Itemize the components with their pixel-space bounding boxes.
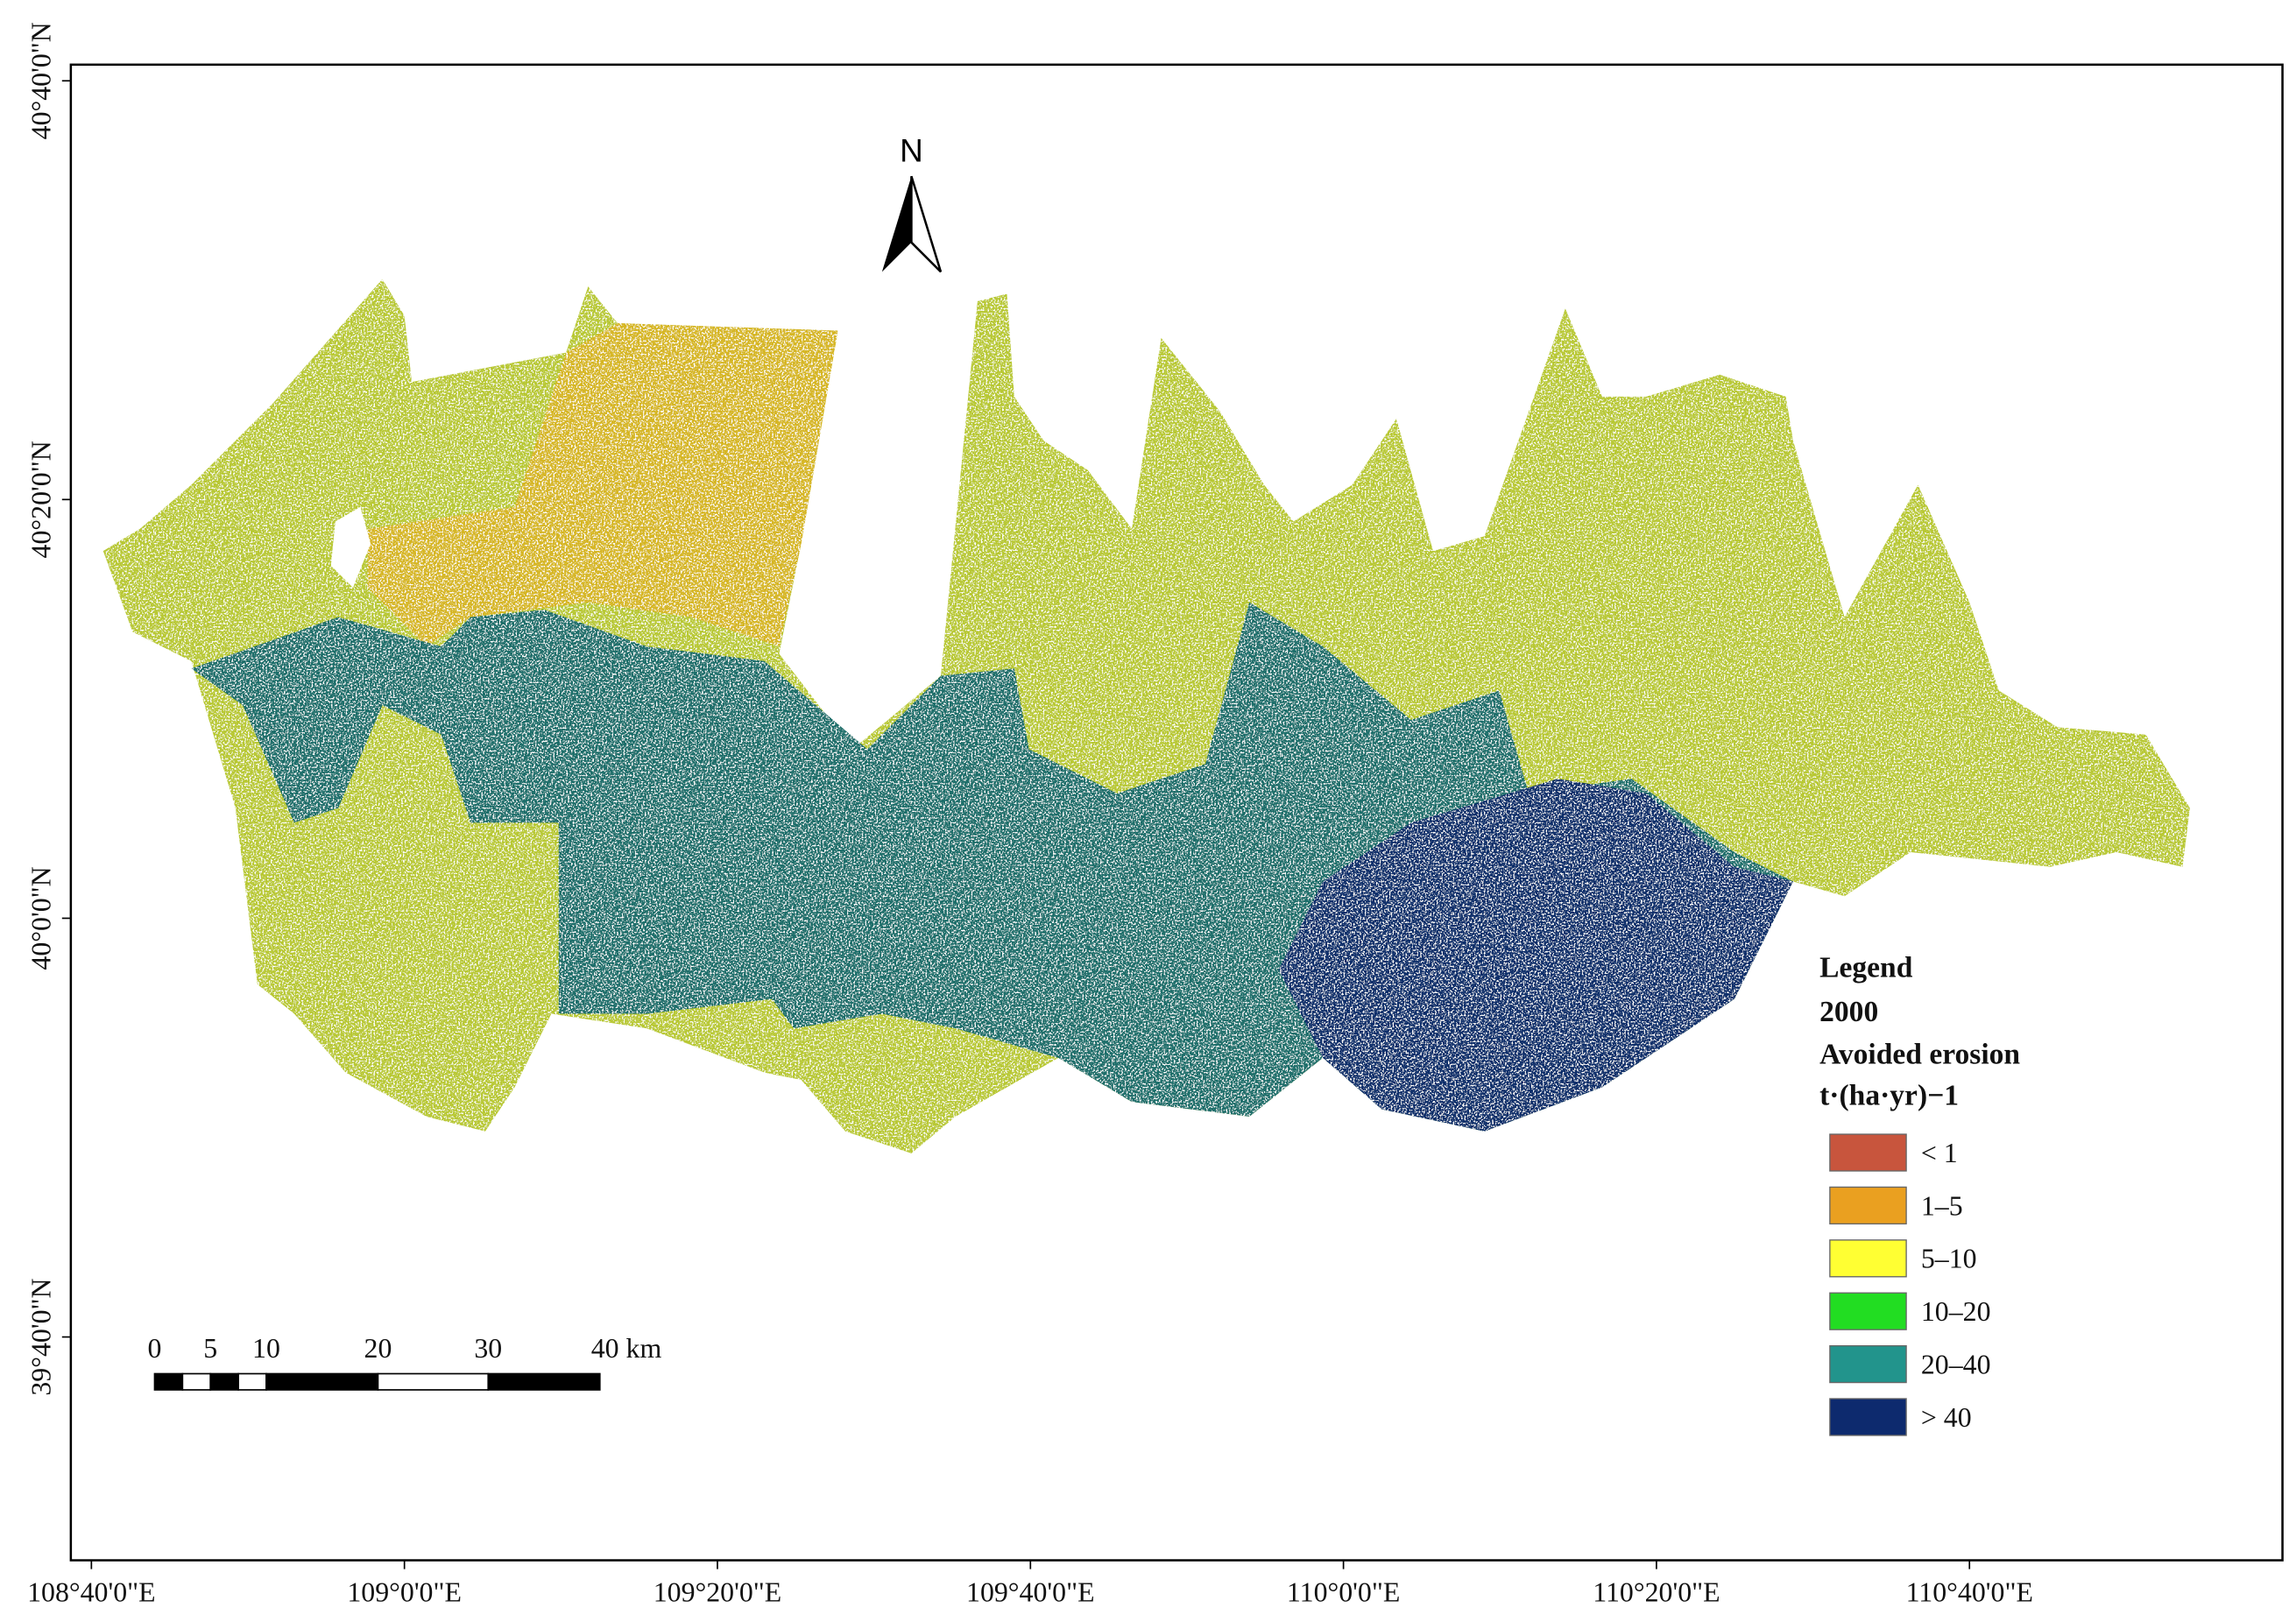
y-tick-label: 40°40'0"N (25, 22, 56, 139)
legend-swatch (1829, 1186, 1907, 1225)
region-hole (330, 506, 371, 589)
legend-label: > 40 (1921, 1402, 1972, 1433)
scale-bar-segment (209, 1372, 239, 1391)
x-tick-label: 108°40'0"E (27, 1577, 156, 1608)
scale-bar-segment (265, 1372, 379, 1391)
legend-label: 10–20 (1921, 1296, 1991, 1327)
north-arrow-right (910, 175, 943, 273)
region-navy (1278, 779, 1793, 1132)
x-tick-label: 109°20'0"E (653, 1577, 782, 1608)
region-orange (367, 323, 838, 647)
scale-bar-segment (237, 1372, 267, 1391)
legend-label: < 1 (1921, 1138, 1958, 1168)
y-tick-label: 39°40'0"N (25, 1278, 56, 1395)
scale-bar-segment (377, 1372, 490, 1391)
legend-unit: t·(ha·yr)−1 (1819, 1080, 1959, 1112)
scale-bar-label: 10 (252, 1333, 280, 1364)
legend-label: 1–5 (1921, 1190, 1963, 1221)
scale-bar-label: 20 (364, 1333, 392, 1364)
scale-bar-segment (487, 1372, 601, 1391)
legend-variable: Avoided erosion (1819, 1039, 2020, 1071)
scale-bar-segment (181, 1372, 212, 1391)
y-tick-label: 40°20'0"N (25, 441, 56, 558)
legend-year: 2000 (1819, 996, 1878, 1028)
legend-title: Legend (1819, 952, 1913, 984)
x-tick-label: 110°20'0"E (1593, 1577, 1720, 1608)
legend-swatch (1829, 1398, 1907, 1436)
scale-bar-segment (153, 1372, 184, 1391)
region (102, 279, 2190, 1153)
legend-swatch (1829, 1292, 1907, 1330)
scale-bar-label: 40 km (591, 1333, 662, 1364)
x-tick-label: 110°0'0"E (1287, 1577, 1400, 1608)
scale-bar-label: 5 (203, 1333, 217, 1364)
north-arrow: N (881, 133, 943, 273)
x-tick-label: 109°0'0"E (347, 1577, 462, 1608)
x-tick-label: 109°40'0"E (966, 1577, 1095, 1608)
north-label: N (900, 133, 923, 169)
x-tick-label: 110°40'0"E (1906, 1577, 2033, 1608)
y-tick-label: 40°0'0"N (25, 866, 56, 970)
scale-bar-label: 30 (474, 1333, 502, 1364)
legend-swatch (1829, 1344, 1907, 1384)
legend-swatch (1829, 1239, 1907, 1278)
legend-label: 5–10 (1921, 1244, 1977, 1274)
scale-bar-label: 0 (148, 1333, 162, 1364)
legend-label: 20–40 (1921, 1349, 1991, 1379)
legend-swatch (1829, 1133, 1907, 1172)
